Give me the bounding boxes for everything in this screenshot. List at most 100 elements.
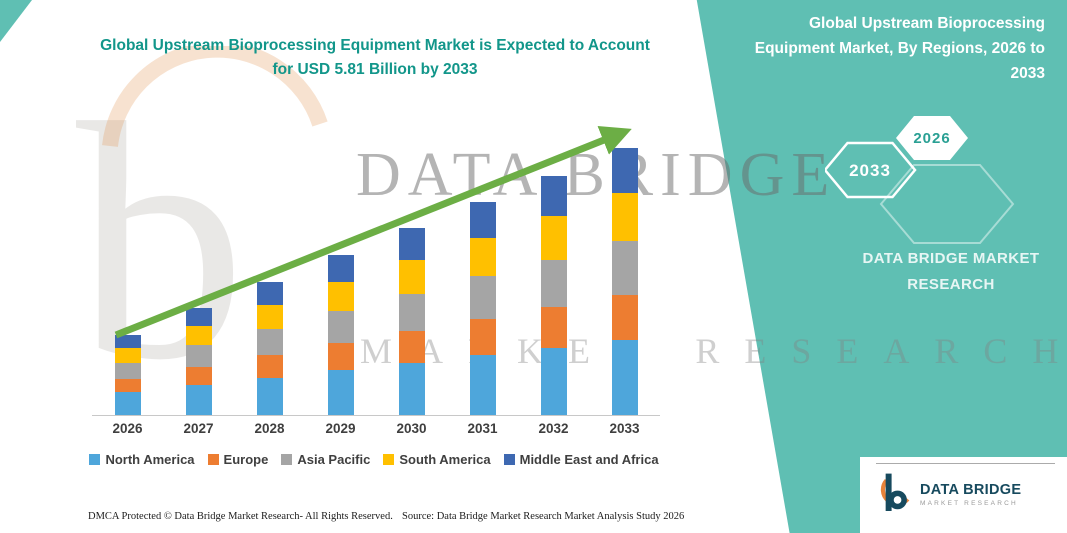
bar-segment-2029-south-america [327, 282, 354, 312]
logo-divider [876, 463, 1055, 464]
legend-item-south-america: South America [383, 452, 491, 467]
bar-segment-2027-europe [185, 366, 212, 386]
bar-column-2032 [518, 140, 589, 415]
bar-segment-2029-asia-pacific [327, 311, 354, 344]
x-axis-label-2029: 2029 [325, 421, 356, 436]
data-bridge-logo-icon [880, 473, 910, 511]
bar-segment-2033-north-america [611, 340, 638, 415]
bar-column-2027 [163, 140, 234, 415]
x-axis-label-2030: 2030 [396, 421, 427, 436]
stacked-bar-2031 [469, 202, 496, 415]
legend-swatch-icon [503, 454, 515, 465]
bar-segment-2031-europe [469, 318, 496, 356]
hexagon-2026 [896, 116, 968, 160]
legend-label: Asia Pacific [297, 452, 371, 467]
legend-swatch-icon [207, 454, 219, 465]
legend-label: Europe [223, 452, 269, 467]
bar-segment-2033-europe [611, 294, 638, 341]
bar-segment-2031-asia-pacific [469, 276, 496, 319]
bar-segment-2033-asia-pacific [611, 241, 638, 295]
bar-segment-2030-middle-east-and-africa [398, 227, 425, 260]
bar-segment-2026-europe [114, 378, 141, 393]
bar-segment-2026-asia-pacific [114, 362, 141, 379]
bar-segment-2030-north-america [398, 362, 425, 415]
legend-swatch-icon [89, 454, 101, 465]
bar-segment-2032-europe [540, 307, 567, 348]
bar-segment-2032-middle-east-and-africa [540, 175, 567, 217]
bar-segment-2026-north-america [114, 392, 141, 415]
legend-swatch-icon [383, 454, 395, 465]
stacked-bar-2029 [327, 254, 354, 415]
legend-item-middle-east-and-africa: Middle East and Africa [503, 452, 659, 467]
bar-segment-2029-north-america [327, 370, 354, 415]
bar-column-2030 [376, 140, 447, 415]
bar-column-2029 [305, 140, 376, 415]
hexagon-2033-label: 2033 [849, 161, 891, 180]
bar-segment-2027-middle-east-and-africa [185, 307, 212, 326]
bar-segment-2031-north-america [469, 355, 496, 415]
bar-segment-2030-europe [398, 330, 425, 363]
logo-box: DATA BRIDGE MARKET RESEARCH [860, 457, 1067, 533]
panel-heading: Global Upstream Bioprocessing Equipment … [754, 15, 1045, 82]
bar-segment-2028-north-america [256, 377, 283, 415]
bar-segment-2033-middle-east-and-africa [611, 147, 638, 193]
bar-segment-2029-middle-east-and-africa [327, 254, 354, 283]
legend-label: Middle East and Africa [519, 452, 659, 467]
x-axis-labels: 2026 2027 2028 2029 2030 2031 2032 2033 [92, 421, 660, 436]
bar-segment-2026-south-america [114, 348, 141, 363]
corner-accent-triangle [0, 0, 32, 42]
bar-segment-2032-asia-pacific [540, 259, 567, 308]
footer-dmca-text: DMCA Protected © Data Bridge Market Rese… [88, 511, 393, 522]
chart-title: Global Upstream Bioprocessing Equipment … [100, 37, 650, 79]
stacked-bar-2028 [256, 282, 283, 415]
legend-label: South America [399, 452, 491, 467]
hexagon-2026-label: 2026 [913, 130, 950, 147]
bar-column-2031 [447, 140, 518, 415]
bar-segment-2029-europe [327, 343, 354, 371]
logo-tagline: MARKET RESEARCH [920, 499, 1018, 507]
bar-segment-2028-europe [256, 355, 283, 378]
stacked-bar-2033 [611, 147, 638, 415]
legend-item-north-america: North America [89, 452, 195, 467]
panel-brand-text: DATA BRIDGE MARKET RESEARCH [862, 250, 1040, 293]
bar-segment-2028-middle-east-and-africa [256, 282, 283, 305]
stacked-bar-chart [92, 140, 660, 416]
stacked-bar-2027 [185, 307, 212, 415]
bar-segment-2027-north-america [185, 385, 212, 415]
bar-column-2028 [234, 140, 305, 415]
hexagon-outline-large [879, 164, 1015, 244]
stacked-bar-2026 [114, 335, 141, 415]
year-hexagons: 2033 2026 [825, 116, 1015, 244]
footer-source-text: Source: Data Bridge Market Research Mark… [402, 511, 685, 522]
stacked-bar-2030 [398, 227, 425, 415]
legend-swatch-icon [281, 454, 293, 465]
x-axis-label-2033: 2033 [609, 421, 640, 436]
bar-segment-2031-middle-east-and-africa [469, 202, 496, 238]
bar-segment-2030-south-america [398, 260, 425, 294]
bar-segment-2032-north-america [540, 347, 567, 415]
bar-segment-2033-south-america [611, 192, 638, 242]
bar-segment-2027-south-america [185, 325, 212, 346]
hexagon-2033 [825, 141, 917, 199]
legend-item-europe: Europe [207, 452, 269, 467]
bar-segment-2031-south-america [469, 237, 496, 277]
legend-item-asia-pacific: Asia Pacific [281, 452, 370, 467]
chart-legend: North America Europe Asia Pacific South Ame… [78, 452, 670, 467]
legend-label: North America [105, 452, 195, 467]
x-axis-label-2032: 2032 [538, 421, 569, 436]
bar-segment-2032-south-america [540, 216, 567, 260]
bar-segment-2028-south-america [256, 304, 283, 329]
x-axis-label-2026: 2026 [112, 421, 143, 436]
stacked-bar-2032 [540, 175, 567, 415]
x-axis-label-2028: 2028 [254, 421, 285, 436]
bar-column-2033 [589, 140, 660, 415]
bar-segment-2026-middle-east-and-africa [114, 335, 141, 349]
bar-segment-2027-asia-pacific [185, 345, 212, 367]
bar-segment-2028-asia-pacific [256, 328, 283, 356]
bar-segment-2030-asia-pacific [398, 293, 425, 331]
bar-column-2026 [92, 140, 163, 415]
x-axis-label-2027: 2027 [183, 421, 214, 436]
x-axis-label-2031: 2031 [467, 421, 498, 436]
logo-name: DATA BRIDGE [920, 481, 1022, 498]
